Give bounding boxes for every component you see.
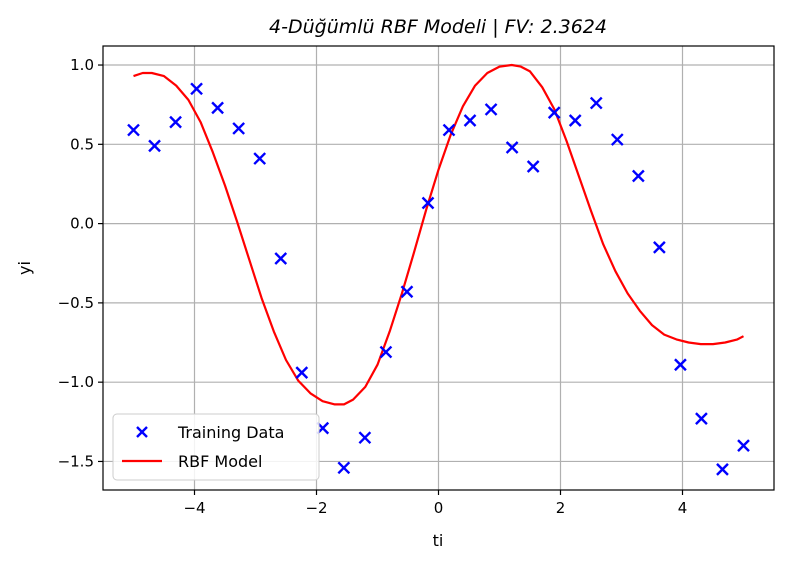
training-data-point [568,114,582,127]
training-data-point [358,431,372,445]
marker-stroke [526,160,540,173]
training-data-point [421,196,435,210]
marker-stroke [379,345,393,359]
legend-label-training: Training Data [177,423,284,442]
y-tick-label: 0.0 [70,215,94,233]
training-data-point [674,358,687,372]
marker-stroke [211,101,224,115]
marker-stroke [610,133,624,146]
marker-stroke [127,123,140,137]
training-data-point [653,241,666,254]
training-data-point [211,101,224,115]
x-tick-label: 0 [434,499,444,517]
marker-stroke [190,82,203,96]
chart-title: 4-Düğümlü RBF Modeli | FV: 2.3624 [269,16,607,38]
training-data-point [716,463,729,476]
marker-stroke [716,463,729,476]
y-tick-label: −1.0 [58,373,94,391]
y-tick-label: 1.0 [70,56,94,74]
training-data-point [442,123,456,137]
marker-stroke [547,106,561,119]
marker-stroke [505,141,519,154]
training-data-point [589,96,603,110]
marker-stroke [484,103,498,116]
legend: Training Data RBF Model [112,413,320,481]
marker-stroke [274,252,288,265]
marker-stroke [695,412,708,425]
marker-stroke [653,241,666,254]
x-tick-label: 4 [678,499,688,517]
training-data-point [526,160,540,173]
x-tick-label: −4 [183,499,205,517]
training-data-point [547,106,561,119]
marker-stroke [631,169,645,183]
marker-stroke [442,123,456,137]
training-data-point [253,152,267,165]
training-data-point [274,252,288,265]
training-data-point [695,412,708,425]
training-data-point [737,439,750,452]
training-data-point [295,366,309,380]
y-tick-label: −0.5 [58,294,94,312]
x-tick-label: 2 [556,499,566,517]
marker-stroke [337,461,351,475]
training-data-point [337,461,351,475]
legend-label-model: RBF Model [178,452,262,471]
training-data-point [505,141,519,154]
marker-stroke [568,114,582,127]
y-axis-label: yi [15,261,34,275]
marker-stroke [232,122,246,135]
marker-stroke [674,358,687,372]
marker-stroke [295,366,309,380]
y-tick-label: −1.5 [58,452,94,470]
training-data-point [232,122,246,135]
training-data-point [379,345,393,359]
marker-stroke [400,285,414,299]
x-axis-label: ti [433,531,444,550]
axis-ticks: −4 −2 0 2 4 1.0 0.5 0.0 −0.5 −1.0 −1.5 [58,56,688,517]
training-data-point [148,139,161,153]
marker-stroke [169,115,182,129]
training-data-point [400,285,414,299]
rbf-model-line [133,63,745,406]
training-data-point [463,114,477,127]
marker-stroke [463,114,477,127]
legend-marker-training [136,426,148,438]
marker-stroke [148,139,161,153]
plot-area [127,63,750,476]
marker-stroke [421,196,435,210]
training-data-point [190,82,203,96]
training-data-point [631,169,645,183]
training-data-point [127,123,140,137]
marker-stroke [589,96,603,110]
marker-stroke [358,431,372,445]
marker-stroke [737,439,750,452]
y-tick-label: 0.5 [70,135,94,153]
x-tick-label: −2 [305,499,327,517]
marker-stroke [253,152,267,165]
training-data-point [484,103,498,116]
legend-box [112,413,320,481]
training-data-point [610,133,624,146]
training-data-point [169,115,182,129]
